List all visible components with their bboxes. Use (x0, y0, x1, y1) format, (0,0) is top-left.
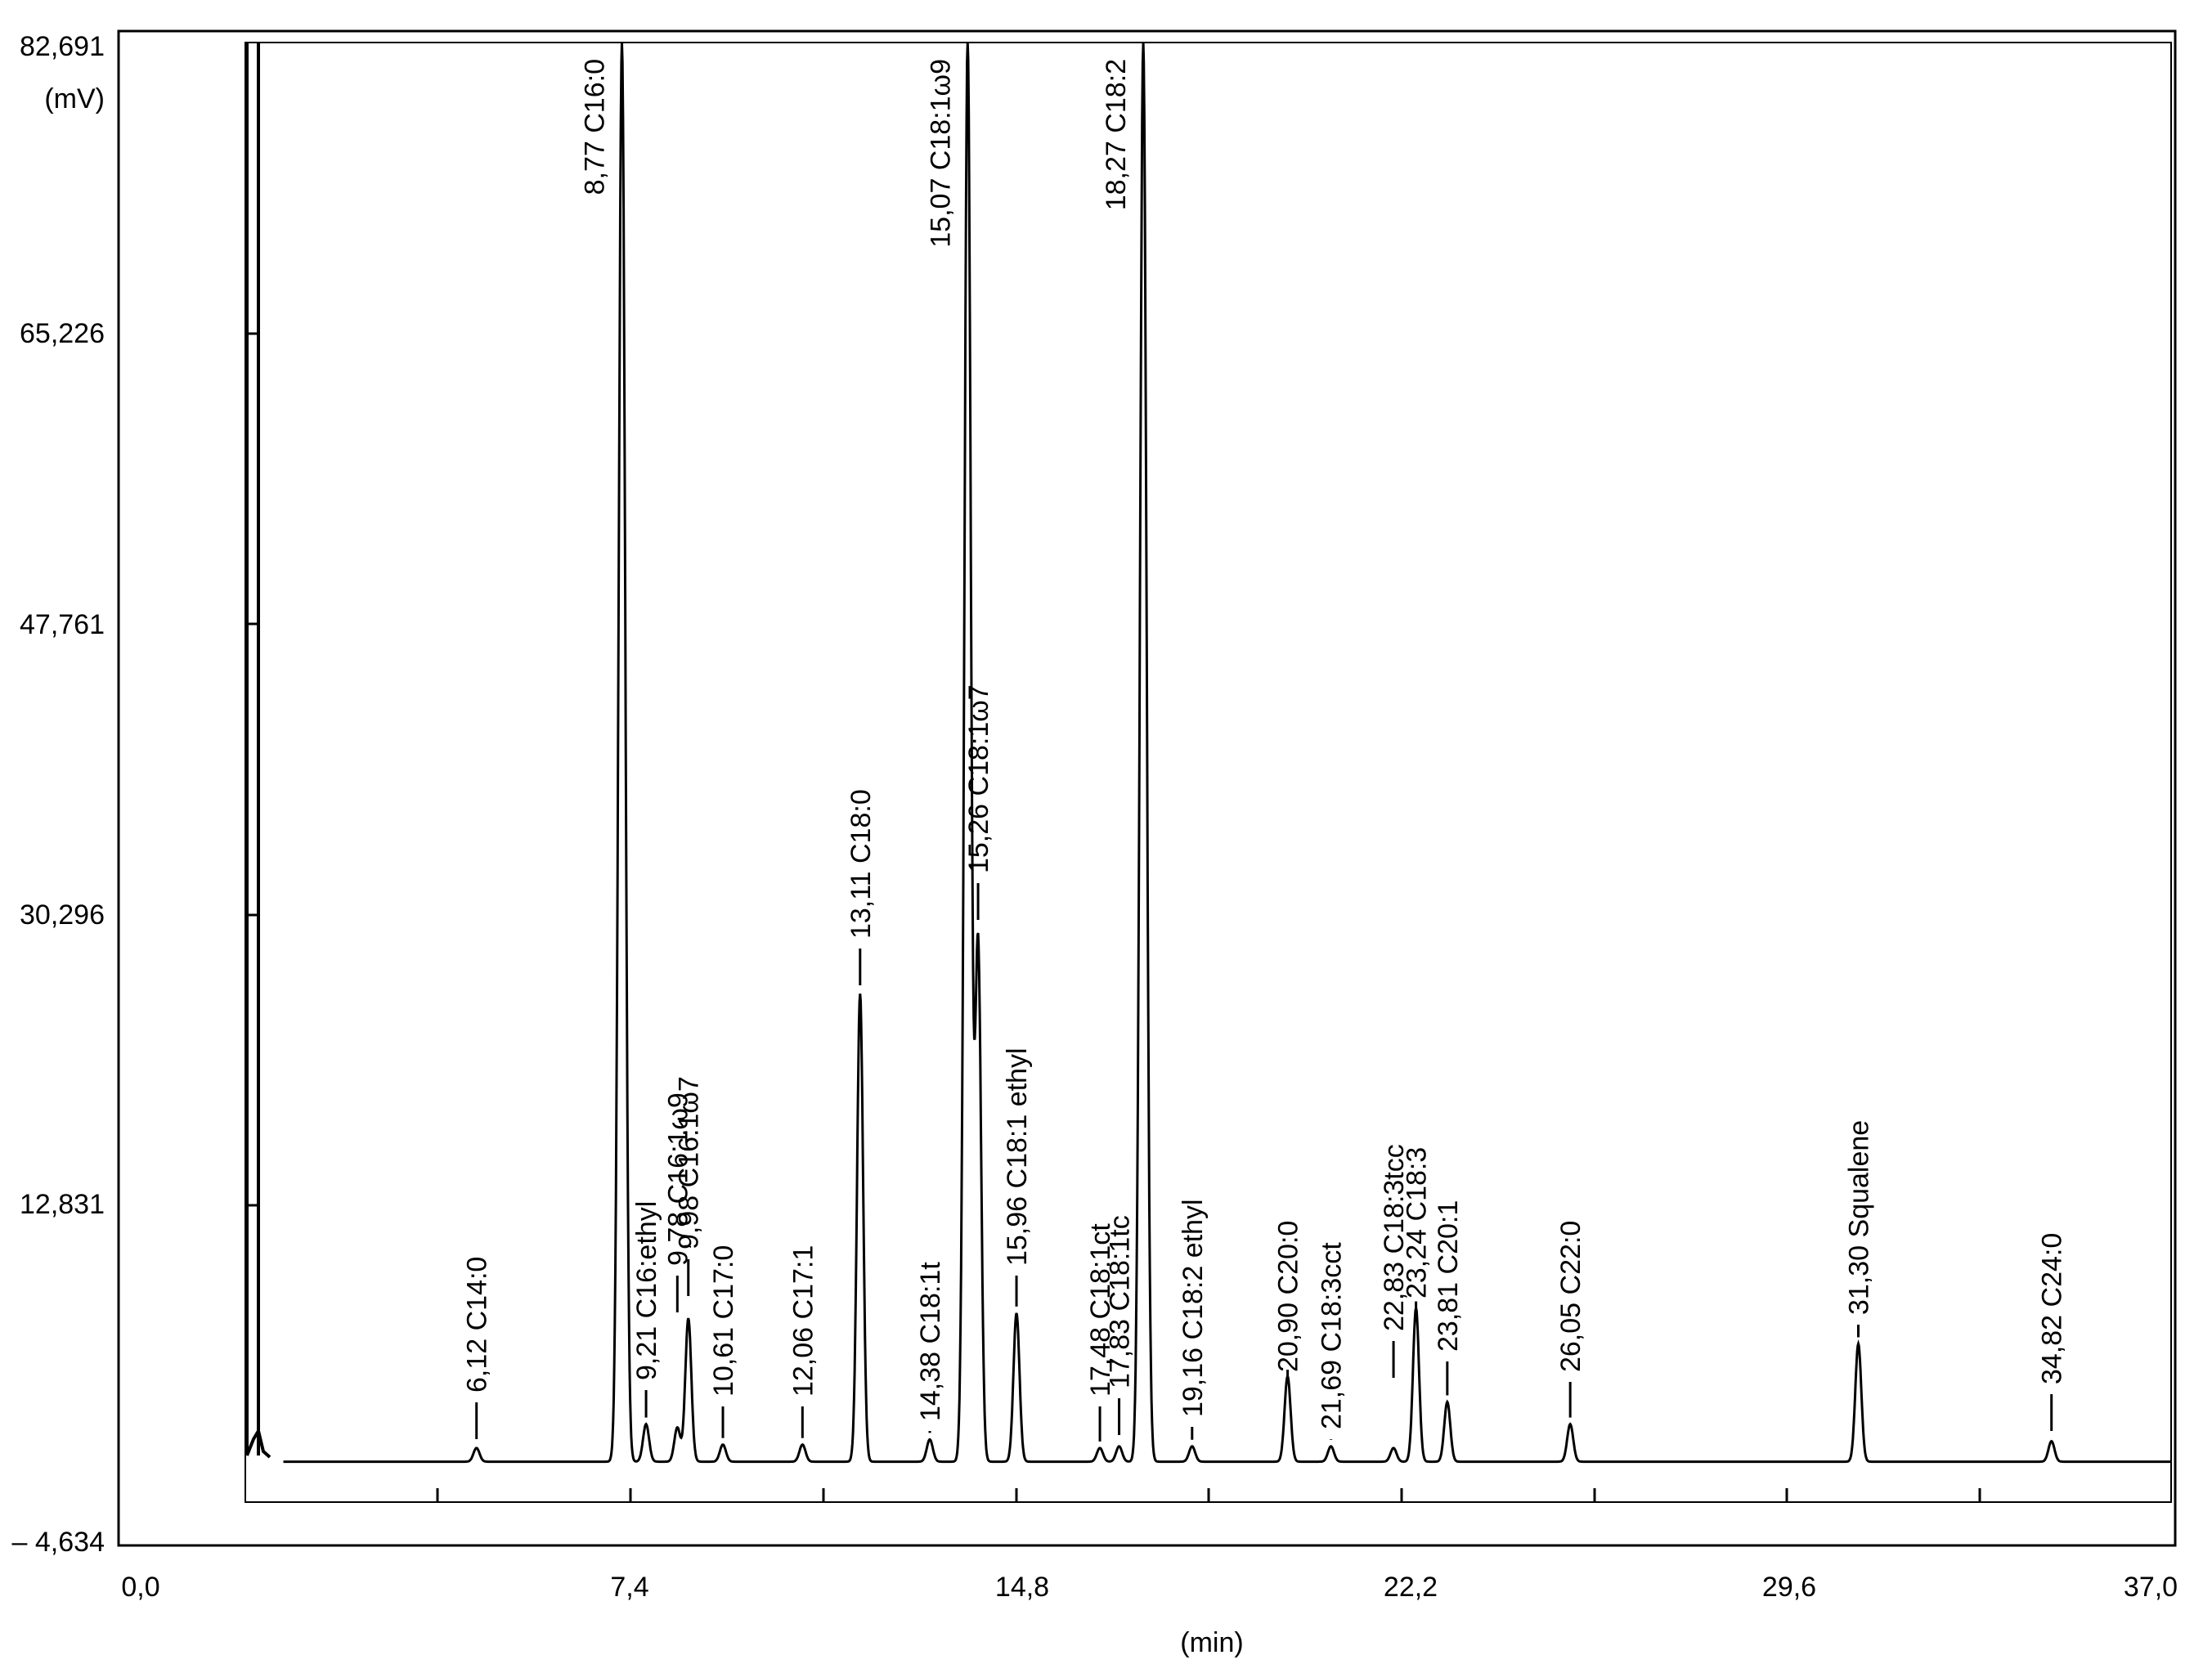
peak-label: 17,48 C18:1ct (1085, 1223, 1116, 1397)
x-tick-label: 14,8 (995, 1572, 1049, 1603)
peak-label: 19,16 C18:2 ethyl (1178, 1199, 1209, 1417)
peak-label: 9,98 C16:1ω7 (674, 1076, 705, 1249)
peak-label: 22,83 C18:3tcc (1379, 1144, 1410, 1331)
peak-label: 34,82 C24:0 (2037, 1233, 2068, 1384)
peak-label: 18,27 C18:2 (1101, 59, 1132, 210)
y-axis-unit-label: (mV) (44, 83, 105, 114)
peak-label: 9,21 C16:ethyl (631, 1201, 662, 1380)
peak-label: 9,78 C16:1ω9 (662, 1092, 693, 1266)
peak-label: 8,77 C16:0 (580, 59, 611, 195)
peak-label: 14,38 C18:1t (915, 1262, 946, 1421)
peak-label: 13,11 C18:0 (846, 789, 877, 939)
peak-label: 20,90 C20:0 (1273, 1221, 1304, 1372)
peak-label: 15,07 C18:1ω9 (925, 59, 956, 248)
y-tick-label: 30,296 (20, 899, 105, 931)
peak-label: 10,61 C17:0 (708, 1245, 739, 1397)
peak-label: 26,05 C22:0 (1555, 1221, 1586, 1372)
peak-label: 23,81 C20:1 (1433, 1200, 1464, 1352)
x-tick-label: 29,6 (1762, 1572, 1816, 1603)
x-tick-label: 37,0 (2124, 1572, 2178, 1603)
solvent-peak (245, 43, 271, 1459)
x-tick-label: 7,4 (610, 1572, 648, 1603)
x-axis-unit-label: (min) (1180, 1627, 1243, 1658)
peak-label: 12,06 C17:1 (787, 1245, 819, 1397)
y-tick-label: 12,831 (20, 1189, 105, 1220)
peak-label: 15,96 C18:1 ethyl (1002, 1047, 1033, 1266)
peak-label: 21,69 C18:3cct (1317, 1242, 1348, 1429)
y-tick-label: 65,226 (20, 318, 105, 349)
peak-label: 31,30 Squalene (1843, 1120, 1874, 1315)
peak-label: 17,83 C18:1tc (1105, 1215, 1136, 1388)
x-tick-marks (436, 1488, 1981, 1502)
y-tick-label: 47,761 (20, 609, 105, 640)
peak-label: 6,12 C14:0 (462, 1257, 493, 1393)
peak-label: 15,26 C18:1ω7 (963, 684, 994, 873)
plot-frame (117, 29, 2177, 1547)
y-tick-label: 82,691 (20, 31, 105, 62)
y-tick-label: – 4,634 (12, 1527, 105, 1558)
x-tick-label: 0,0 (121, 1572, 159, 1603)
chromatogram-trace (283, 42, 2171, 1464)
x-tick-label: 22,2 (1384, 1572, 1438, 1603)
peak-label: 23,24 C18:3 (1402, 1147, 1433, 1298)
